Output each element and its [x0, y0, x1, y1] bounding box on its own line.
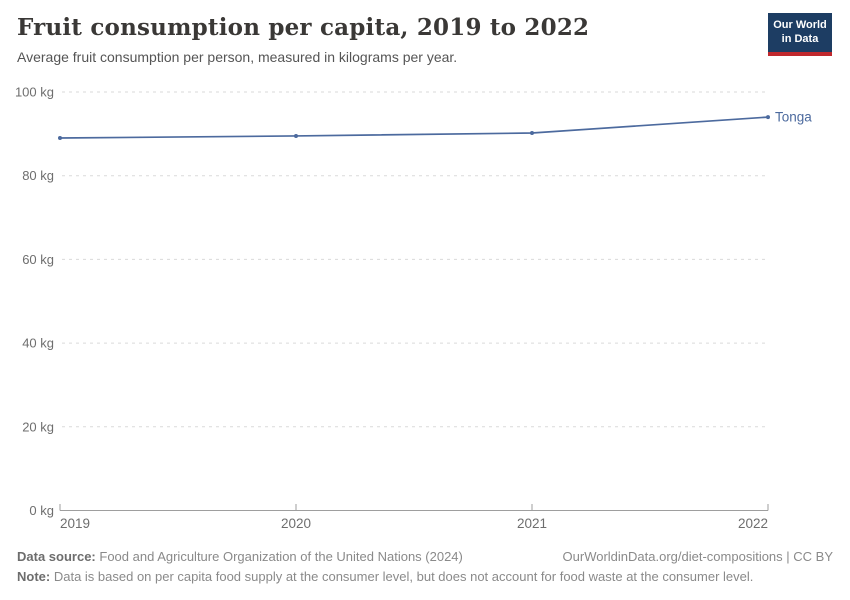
x-tick-label: 2021 — [517, 516, 547, 531]
chart-footer: Data source: Food and Agriculture Organi… — [17, 547, 833, 587]
credit-link[interactable]: OurWorldinData.org/diet-compositions | C… — [562, 549, 833, 564]
data-point — [530, 131, 534, 136]
owid-logo: Our World in Data — [768, 13, 832, 56]
x-tick-label: 2022 — [738, 516, 768, 531]
y-tick-label: 80 kg — [22, 168, 54, 183]
y-tick-label: 40 kg — [22, 336, 54, 351]
y-tick-label: 100 kg — [15, 85, 54, 100]
data-source-line: Data source: Food and Agriculture Organi… — [17, 547, 463, 567]
note-text: Data is based on per capita food supply … — [53, 569, 754, 584]
x-tick-label: 2020 — [281, 516, 311, 531]
owid-logo-line2: in Data — [781, 32, 819, 45]
page-title: Fruit consumption per capita, 2019 to 20… — [17, 14, 590, 41]
y-tick-label: 20 kg — [22, 419, 54, 434]
data-source-label: Data source: — [17, 549, 96, 564]
data-point — [58, 136, 62, 141]
note-label: Note: — [17, 569, 51, 584]
series-line — [59, 116, 769, 139]
y-tick-label: 60 kg — [22, 252, 54, 267]
data-point — [766, 115, 770, 120]
owid-logo-line1: Our World — [773, 19, 827, 31]
series-end-label: Tonga — [775, 110, 812, 125]
y-tick-label: 0 kg — [29, 503, 54, 518]
chart-header: Fruit consumption per capita, 2019 to 20… — [17, 14, 750, 65]
data-source-text: Food and Agriculture Organization of the… — [99, 549, 463, 564]
page-subtitle: Average fruit consumption per person, me… — [17, 49, 458, 65]
x-tick-label: 2019 — [60, 516, 90, 531]
data-point — [294, 133, 298, 138]
